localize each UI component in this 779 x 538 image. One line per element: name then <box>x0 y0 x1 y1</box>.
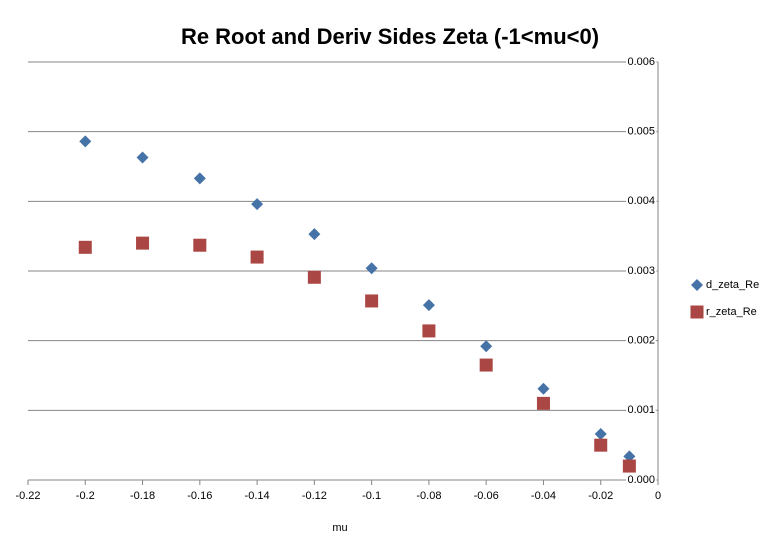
x-tick-label: -0.08 <box>416 490 441 502</box>
data-point <box>623 450 636 463</box>
data-point <box>79 135 92 148</box>
y-tick-label: 0.001 <box>627 404 655 416</box>
y-tick-label: 0.000 <box>627 474 655 486</box>
y-tick-label: 0.005 <box>627 126 655 138</box>
data-point <box>193 172 206 185</box>
data-point <box>136 151 149 164</box>
x-tick-label: -0.06 <box>474 490 499 502</box>
data-point <box>480 340 493 353</box>
data-point <box>537 382 550 395</box>
data-point <box>251 198 264 211</box>
data-point <box>594 428 607 441</box>
data-point <box>136 236 150 250</box>
data-point <box>307 270 321 284</box>
legend-label: d_zeta_Re <box>706 279 759 291</box>
data-point <box>536 396 550 410</box>
data-point <box>78 240 92 254</box>
x-tick-label: 0 <box>655 490 661 502</box>
x-tick-label: -0.12 <box>302 490 327 502</box>
x-tick-label: -0.18 <box>130 490 155 502</box>
chart-title: Re Root and Deriv Sides Zeta (-1<mu<0) <box>181 24 599 49</box>
x-tick-label: -0.22 <box>15 490 40 502</box>
y-tick-label: 0.006 <box>627 56 655 68</box>
data-point <box>308 228 321 241</box>
data-point <box>365 294 379 308</box>
data-point <box>622 459 636 473</box>
y-tick-label: 0.002 <box>627 335 655 347</box>
data-point <box>365 262 378 275</box>
data-point <box>193 238 207 252</box>
data-point <box>594 438 608 452</box>
legend-marker <box>690 305 704 319</box>
legend-label: r_zeta_Re <box>706 306 757 318</box>
x-tick-label: -0.2 <box>76 490 95 502</box>
data-point <box>422 324 436 338</box>
legend-marker <box>691 279 703 291</box>
x-tick-label: -0.02 <box>588 490 613 502</box>
y-tick-label: 0.004 <box>627 195 655 207</box>
data-point <box>422 299 435 312</box>
x-tick-label: -0.04 <box>531 490 556 502</box>
x-tick-label: -0.1 <box>362 490 381 502</box>
x-axis-title: mu <box>332 522 347 534</box>
x-tick-label: -0.14 <box>245 490 270 502</box>
x-tick-label: -0.16 <box>187 490 212 502</box>
data-point <box>479 358 493 372</box>
y-tick-label: 0.003 <box>627 265 655 277</box>
data-point <box>250 250 264 264</box>
